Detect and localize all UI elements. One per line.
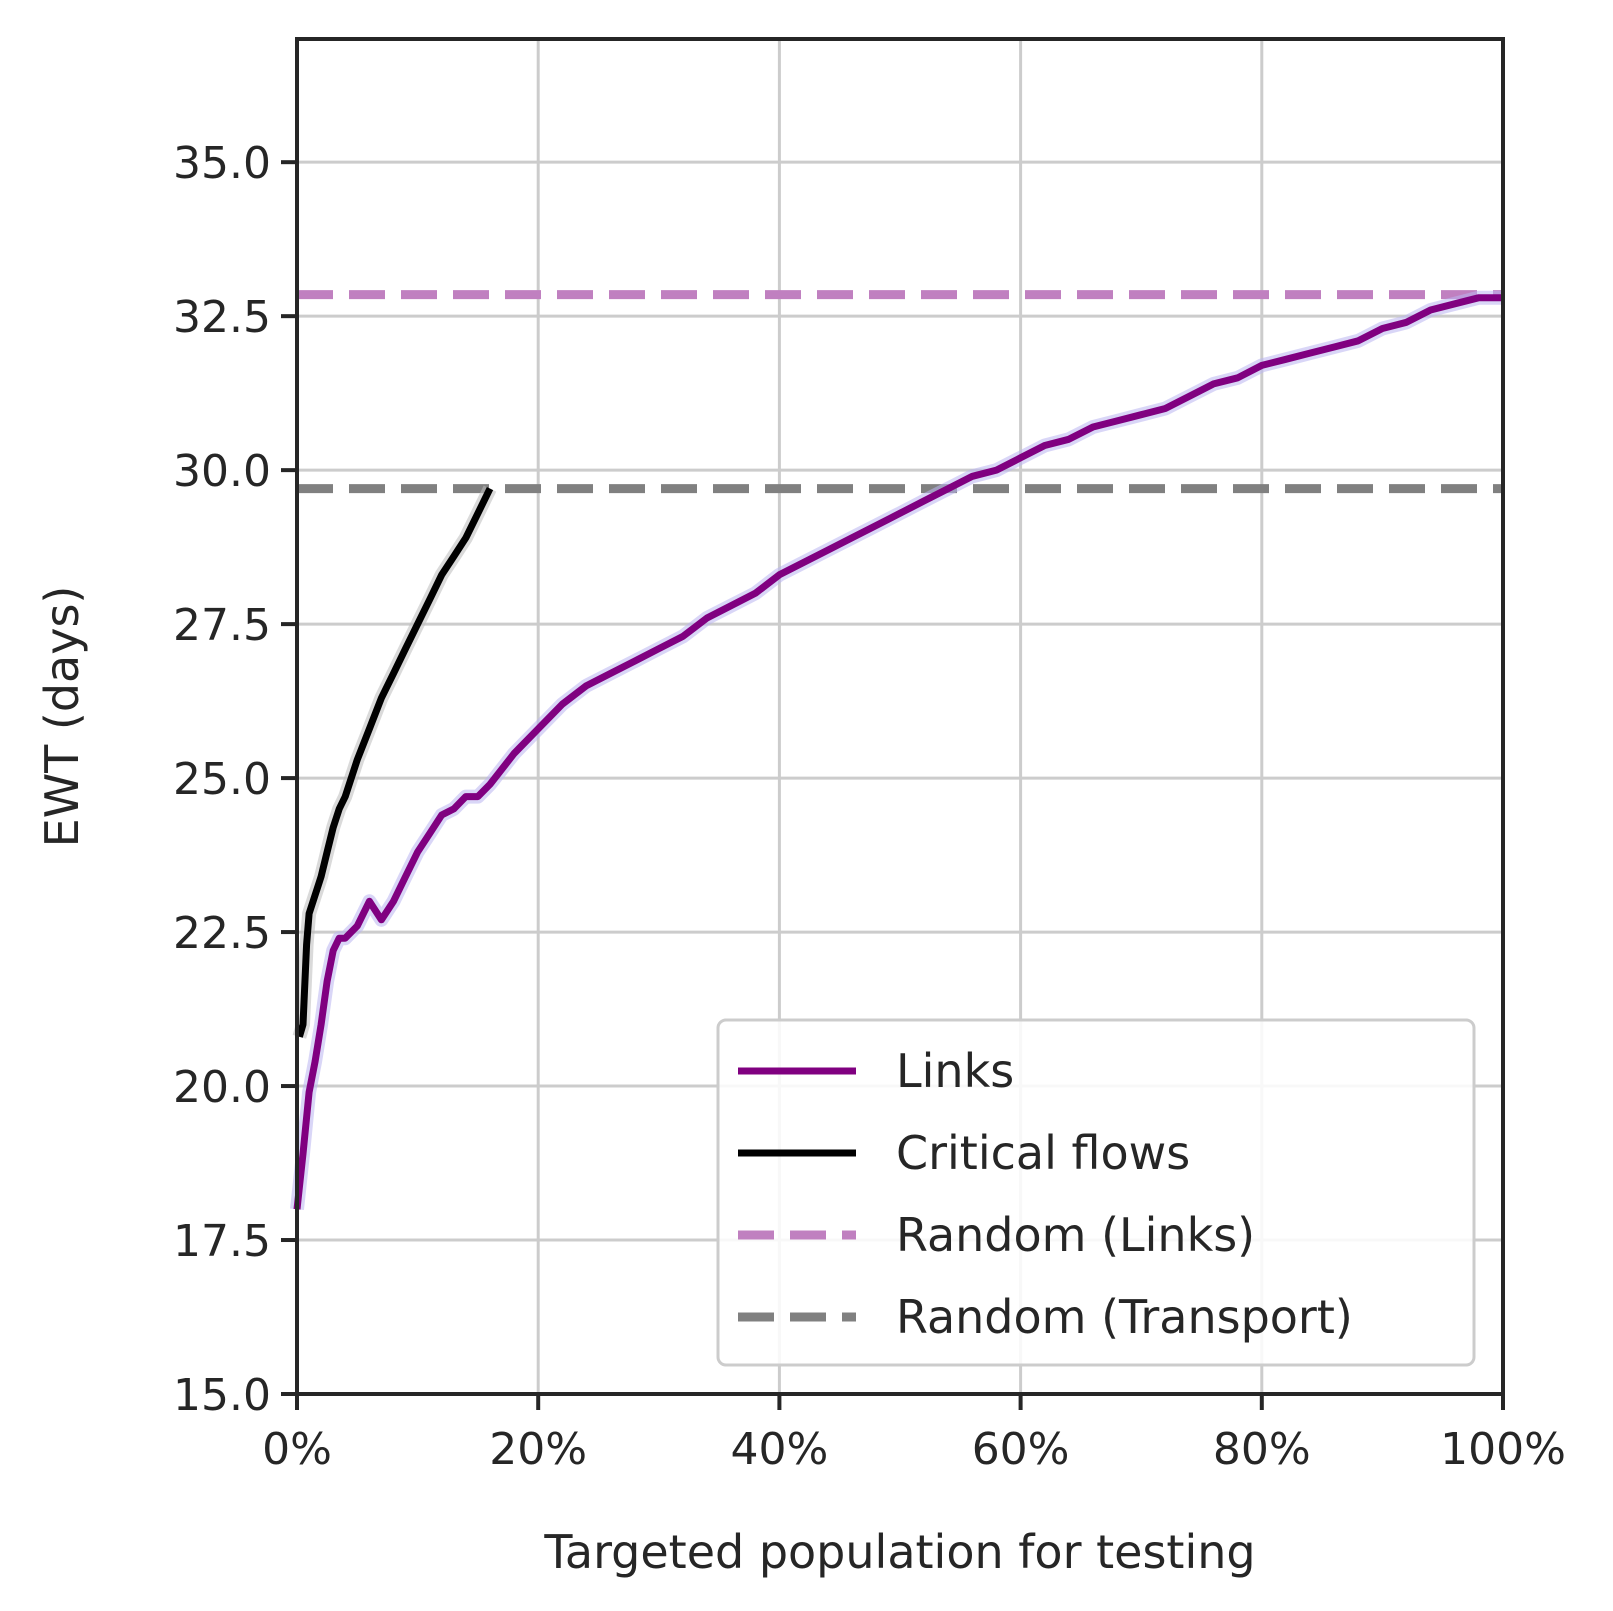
y-ticks: 15.0 17.5 20.0 22.5 25.0 27.5 30.0 32.5 35.0 [173,138,297,1421]
y-tick-label-8: 35.0 [173,138,271,189]
series-layer [290,290,1503,1210]
x-tick-label-0: 0% [262,1424,332,1475]
y-tick-label-1: 17.5 [173,1216,271,1267]
x-axis-label: Targeted population for testing [543,1525,1255,1579]
legend-label-critical-flows: Critical flows [896,1126,1190,1180]
y-tick-label-6: 30.0 [173,446,271,497]
y-tick-label-3: 22.5 [173,908,271,959]
x-ticks: 0% 20% 40% 60% 80% 100% [262,1394,1566,1475]
x-tick-label-1: 20% [489,1424,587,1475]
legend-label-links: Links [896,1044,1014,1098]
y-tick-label-5: 27.5 [173,600,271,651]
x-tick-label-3: 60% [972,1424,1070,1475]
legend-label-random-transport: Random (Transport) [896,1290,1353,1344]
series-critical-flows [296,487,494,1038]
x-tick-label-4: 80% [1213,1424,1311,1475]
legend-box [716,1018,1476,1367]
y-tick-label-0: 15.0 [173,1370,271,1421]
y-tick-label-2: 20.0 [173,1062,271,1113]
legend-label-random-links: Random (Links) [896,1208,1255,1262]
x-tick-label-5: 100% [1440,1424,1566,1475]
series-links [293,294,1503,1210]
y-tick-label-4: 25.0 [173,754,271,805]
y-axis-label: EWT (days) [35,586,89,848]
y-tick-label-7: 32.5 [173,292,271,343]
plot-frame [295,37,1505,1396]
x-tick-label-2: 40% [731,1424,829,1475]
legend: Links Critical flows Random (Links) Random … [716,1018,1476,1367]
